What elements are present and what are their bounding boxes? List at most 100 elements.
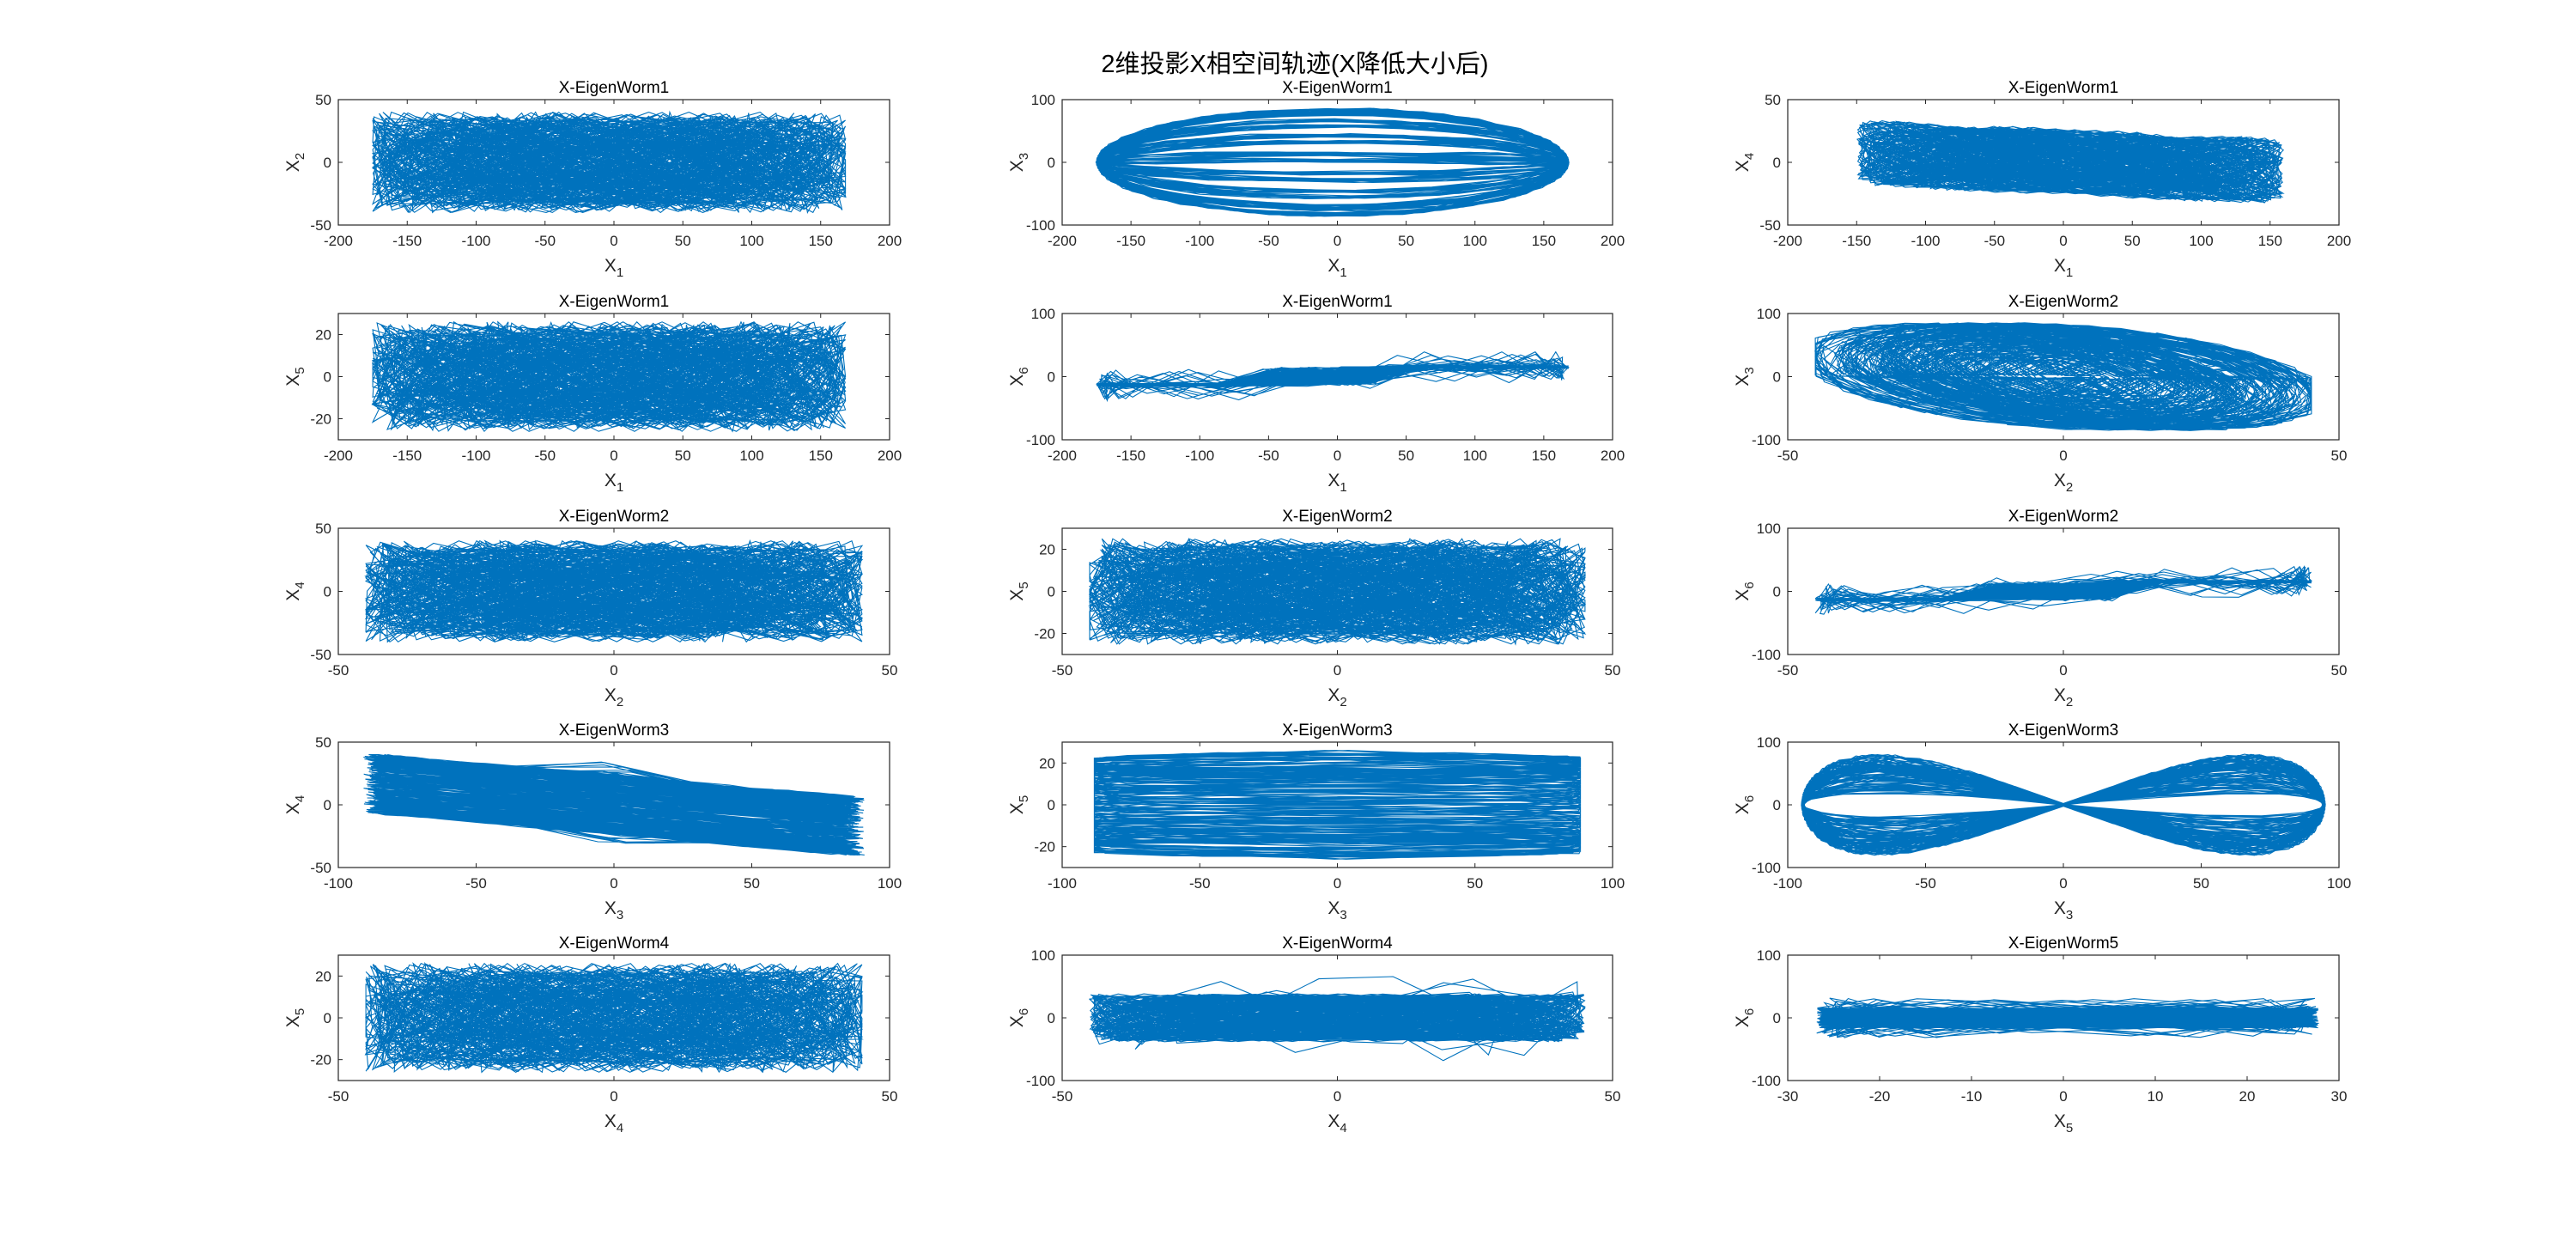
trajectory-line: [364, 961, 864, 1074]
x-axis-label: X2: [2054, 471, 2073, 495]
subplot-4: -200 -150 -100 -50 0 50 100 150 200-20020X-Eigen…: [283, 293, 902, 495]
y-tick-label: -100: [1026, 432, 1055, 448]
x-tick-label: -100: [1185, 448, 1214, 464]
x-tick-label: 0: [2059, 662, 2067, 679]
y-tick-label: -20: [1034, 626, 1055, 642]
x-tick-label: -10: [1961, 1088, 1983, 1105]
subplot-title: X-EigenWorm4: [559, 935, 670, 953]
x-axis-label: X1: [605, 256, 623, 280]
x-tick-label: 150: [1532, 233, 1556, 249]
x-tick-label: 0: [1334, 448, 1341, 464]
x-tick-label: -50: [1258, 448, 1279, 464]
y-axis-label: X5: [1007, 581, 1031, 600]
trajectory-line: [1088, 538, 1587, 646]
trajectory-line: [1814, 564, 2313, 615]
x-tick-label: 0: [1334, 662, 1341, 679]
subplot-grid: -200 -150 -100 -50 0 50 100 150 200-50050X-Eigen…: [283, 79, 2351, 1136]
x-tick-label: 150: [809, 448, 833, 464]
subplot-title: X-EigenWorm3: [559, 722, 669, 740]
y-tick-label: -50: [1759, 217, 1781, 234]
subplot-title: X-EigenWorm2: [2008, 293, 2118, 311]
y-tick-label: -20: [1034, 839, 1055, 855]
subplot-3: -200 -150 -100 -50 0 50 100 150 200 -50 0 50 X-Eigen…: [1733, 79, 2351, 280]
x-tick-label: -200: [324, 448, 353, 464]
y-tick-label: 100: [1757, 306, 1781, 322]
trajectory-line: [1816, 997, 2319, 1038]
subplot-5: -200 -150 -100 -50 0 50 100 150 200 -100 0 100 X-Eig…: [1007, 293, 1625, 495]
x-tick-label: -150: [392, 233, 422, 249]
y-tick-label: 0: [1773, 584, 1781, 600]
x-tick-label: -100: [461, 233, 490, 249]
y-tick-label: -100: [1752, 647, 1781, 663]
trajectory-line: [1093, 750, 1582, 860]
x-tick-label: 100: [2327, 875, 2351, 892]
y-tick-label: 0: [324, 155, 331, 171]
subplot-title: X-EigenWorm1: [2008, 79, 2118, 97]
x-tick-label: 50: [675, 448, 691, 464]
x-tick-label: 0: [1334, 1088, 1341, 1105]
subplot-title: X-EigenWorm2: [1282, 508, 1392, 526]
x-tick-label: 200: [1601, 448, 1625, 464]
x-tick-label: 50: [1398, 233, 1414, 249]
subplot-8: -50 0 50 -20 0 20 X-EigenWorm2 X2 X5: [1007, 508, 1620, 709]
x-tick-label: 200: [878, 448, 902, 464]
x-tick-label: 50: [675, 233, 691, 249]
x-tick-label: -50: [534, 233, 556, 249]
x-tick-label: 50: [882, 1088, 898, 1105]
y-tick-label: -100: [1026, 217, 1055, 234]
subplot-title: X-EigenWorm2: [559, 508, 669, 526]
subplot-title: X-EigenWorm1: [559, 293, 669, 311]
x-tick-label: 50: [1605, 1088, 1621, 1105]
y-axis-label: X6: [1007, 367, 1031, 386]
x-axis-label: X2: [605, 685, 623, 709]
x-tick-label: 50: [744, 875, 760, 892]
x-tick-label: -50: [1258, 233, 1279, 249]
y-axis-label: X5: [1007, 795, 1031, 814]
x-tick-label: -50: [465, 875, 487, 892]
x-tick-label: 200: [878, 233, 902, 249]
y-axis-label: X6: [1733, 1008, 1757, 1027]
y-tick-label: -50: [310, 647, 331, 663]
subplot-13: -50 0 50 -20 0 20 X-EigenWorm4 X4 X5: [283, 935, 897, 1136]
y-axis-label: X4: [283, 581, 307, 600]
x-tick-label: 0: [1334, 875, 1341, 892]
y-tick-label: 100: [1757, 947, 1781, 964]
x-tick-label: 0: [610, 875, 617, 892]
y-tick-label: 0: [324, 584, 331, 600]
subplot-title: X-EigenWorm5: [2008, 935, 2118, 953]
x-tick-label: 50: [882, 662, 898, 679]
x-tick-label: -50: [1984, 233, 2005, 249]
x-tick-label: -50: [534, 448, 556, 464]
trajectory-line: [363, 754, 865, 856]
y-tick-label: 50: [315, 521, 331, 537]
x-tick-label: -100: [1185, 233, 1214, 249]
y-tick-label: 50: [1765, 92, 1781, 108]
y-tick-label: 100: [1031, 947, 1055, 964]
x-axis-label: X1: [605, 471, 623, 495]
y-tick-label: 20: [315, 327, 331, 344]
x-tick-label: 50: [2124, 233, 2141, 249]
y-tick-label: -100: [1752, 860, 1781, 876]
x-tick-label: -150: [1842, 233, 1871, 249]
y-tick-label: -100: [1752, 1073, 1781, 1089]
x-tick-label: 100: [739, 448, 763, 464]
x-tick-label: 100: [1601, 875, 1625, 892]
x-tick-label: 50: [1398, 448, 1414, 464]
x-axis-label: X5: [2054, 1111, 2073, 1136]
subplot-14: -50 0 50 -100 0 100 X-EigenWorm4 X4 X6: [1007, 935, 1620, 1136]
subplot-9: -50 0 50 -100 0 100 X-EigenWorm2 X2 X6: [1733, 508, 2347, 709]
x-tick-label: 100: [1463, 233, 1487, 249]
trajectory-line: [371, 110, 847, 214]
y-tick-label: 20: [1039, 755, 1055, 771]
x-axis-label: X2: [2054, 685, 2073, 709]
x-tick-label: 0: [610, 233, 617, 249]
y-tick-label: 0: [1048, 797, 1055, 813]
x-axis-label: X3: [2054, 898, 2073, 922]
x-tick-label: -200: [1048, 233, 1077, 249]
trajectory-line: [1856, 120, 2285, 204]
subplot-title: X-EigenWorm1: [1282, 293, 1392, 311]
x-tick-label: 100: [1463, 448, 1487, 464]
x-tick-label: 50: [2331, 448, 2348, 464]
